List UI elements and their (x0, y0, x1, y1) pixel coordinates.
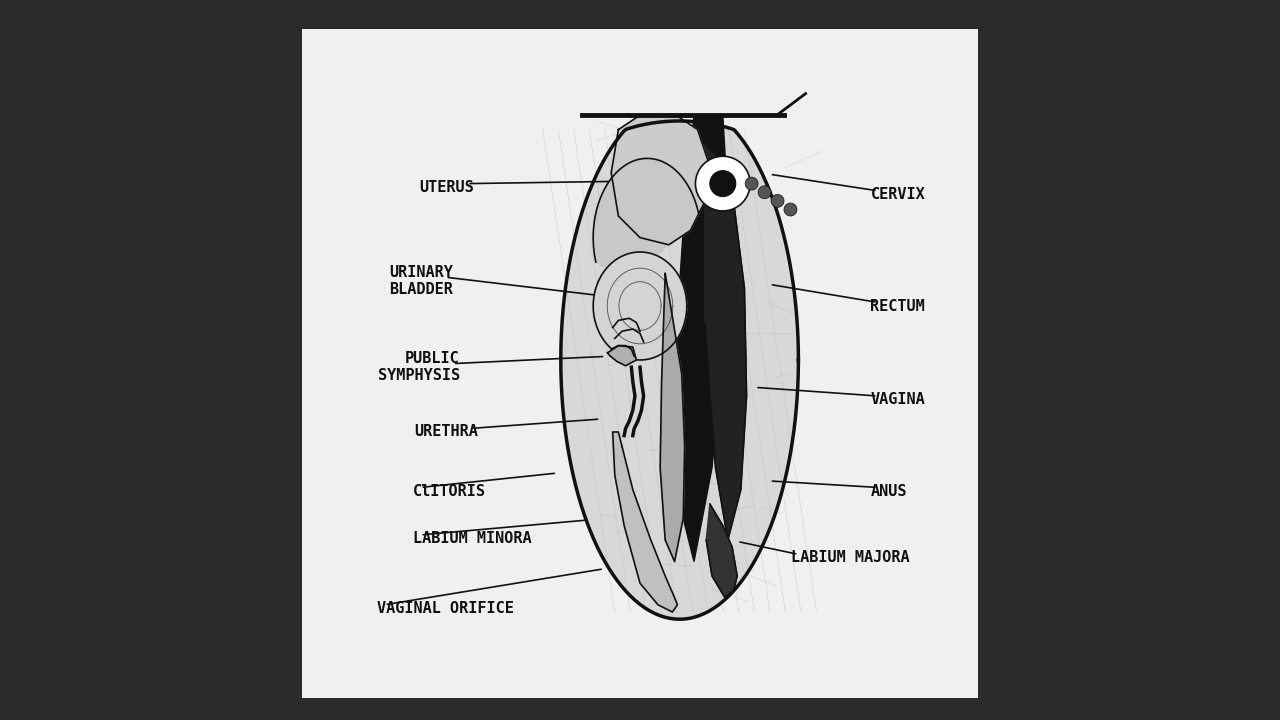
Polygon shape (612, 115, 712, 245)
Polygon shape (608, 346, 636, 366)
Text: VAGINAL ORIFICE: VAGINAL ORIFICE (378, 601, 515, 616)
Circle shape (710, 171, 736, 197)
Text: URINARY
BLADDER: URINARY BLADDER (389, 265, 453, 297)
Text: ANUS: ANUS (870, 484, 908, 498)
FancyBboxPatch shape (302, 29, 978, 698)
Text: CERVIX: CERVIX (870, 187, 925, 202)
Text: LABIUM MAJORA: LABIUM MAJORA (791, 551, 910, 565)
Circle shape (771, 194, 783, 207)
Polygon shape (707, 504, 737, 598)
Text: VAGINA: VAGINA (870, 392, 925, 407)
Text: PUBLIC
SYMPHYSIS: PUBLIC SYMPHYSIS (378, 351, 460, 383)
Circle shape (758, 186, 771, 199)
Text: ClITORIS: ClITORIS (413, 484, 486, 498)
Polygon shape (705, 144, 746, 540)
Circle shape (783, 203, 797, 216)
Text: LABIUM MINORA: LABIUM MINORA (413, 531, 531, 546)
Polygon shape (561, 121, 799, 619)
Text: URETHRA: URETHRA (415, 425, 477, 439)
Circle shape (695, 156, 750, 211)
Circle shape (745, 177, 758, 190)
Polygon shape (593, 252, 687, 360)
Polygon shape (613, 432, 677, 612)
Text: UTERUS: UTERUS (420, 180, 475, 194)
Polygon shape (675, 115, 728, 562)
Polygon shape (660, 274, 685, 562)
Text: RECTUM: RECTUM (870, 299, 925, 313)
Polygon shape (593, 158, 699, 302)
